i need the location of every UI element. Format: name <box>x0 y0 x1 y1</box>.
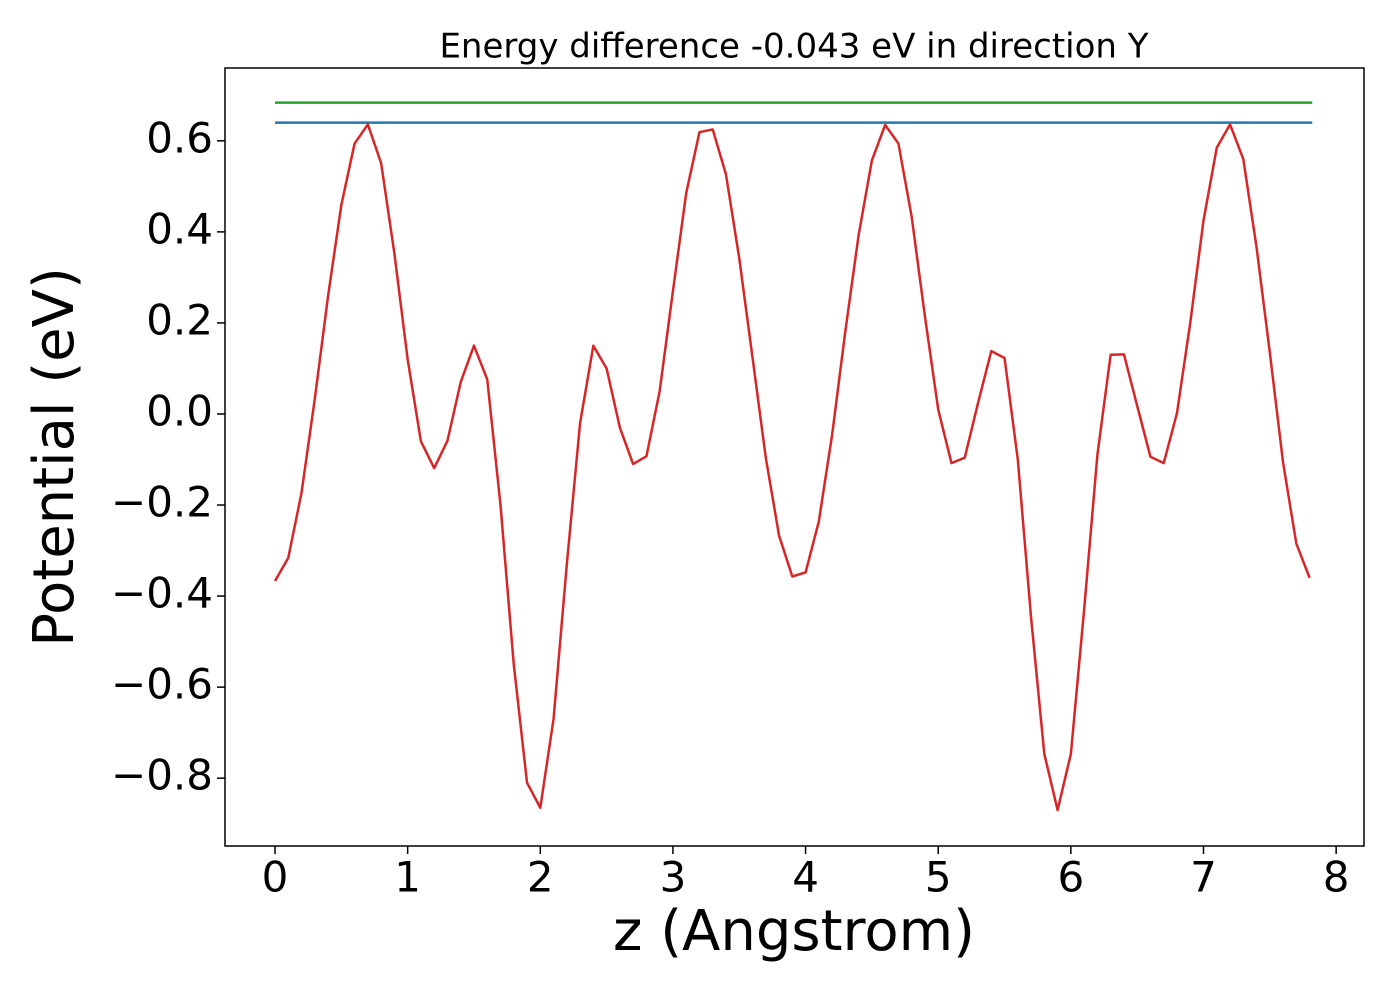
y-tick-label: 0.0 <box>146 386 213 435</box>
x-axis-label: z (Angstrom) <box>613 899 975 964</box>
y-tick-label: 0.6 <box>146 113 213 162</box>
x-tick-label: 7 <box>1190 853 1217 902</box>
x-tick-label: 6 <box>1057 853 1084 902</box>
chart-title: Energy difference -0.043 eV in direction… <box>439 27 1148 67</box>
x-tick-label: 5 <box>925 853 952 902</box>
x-tick-label: 3 <box>660 853 687 902</box>
series-line <box>273 123 1311 812</box>
y-tick-label: −0.4 <box>111 569 213 618</box>
x-tick-label: 0 <box>262 853 289 902</box>
plot-frame <box>224 67 1365 847</box>
y-tick-label: −0.2 <box>111 478 213 527</box>
x-tick-label: 2 <box>527 853 554 902</box>
y-tick-label: −0.6 <box>111 660 213 709</box>
y-tick-label: 0.4 <box>146 204 213 253</box>
y-axis-label: Potential (eV) <box>22 267 87 647</box>
x-tick-label: 1 <box>394 853 421 902</box>
x-tick-label: 8 <box>1323 853 1350 902</box>
y-tick-label: 0.2 <box>146 295 213 344</box>
y-tick-label: −0.8 <box>111 751 213 800</box>
x-tick-label: 4 <box>792 853 819 902</box>
